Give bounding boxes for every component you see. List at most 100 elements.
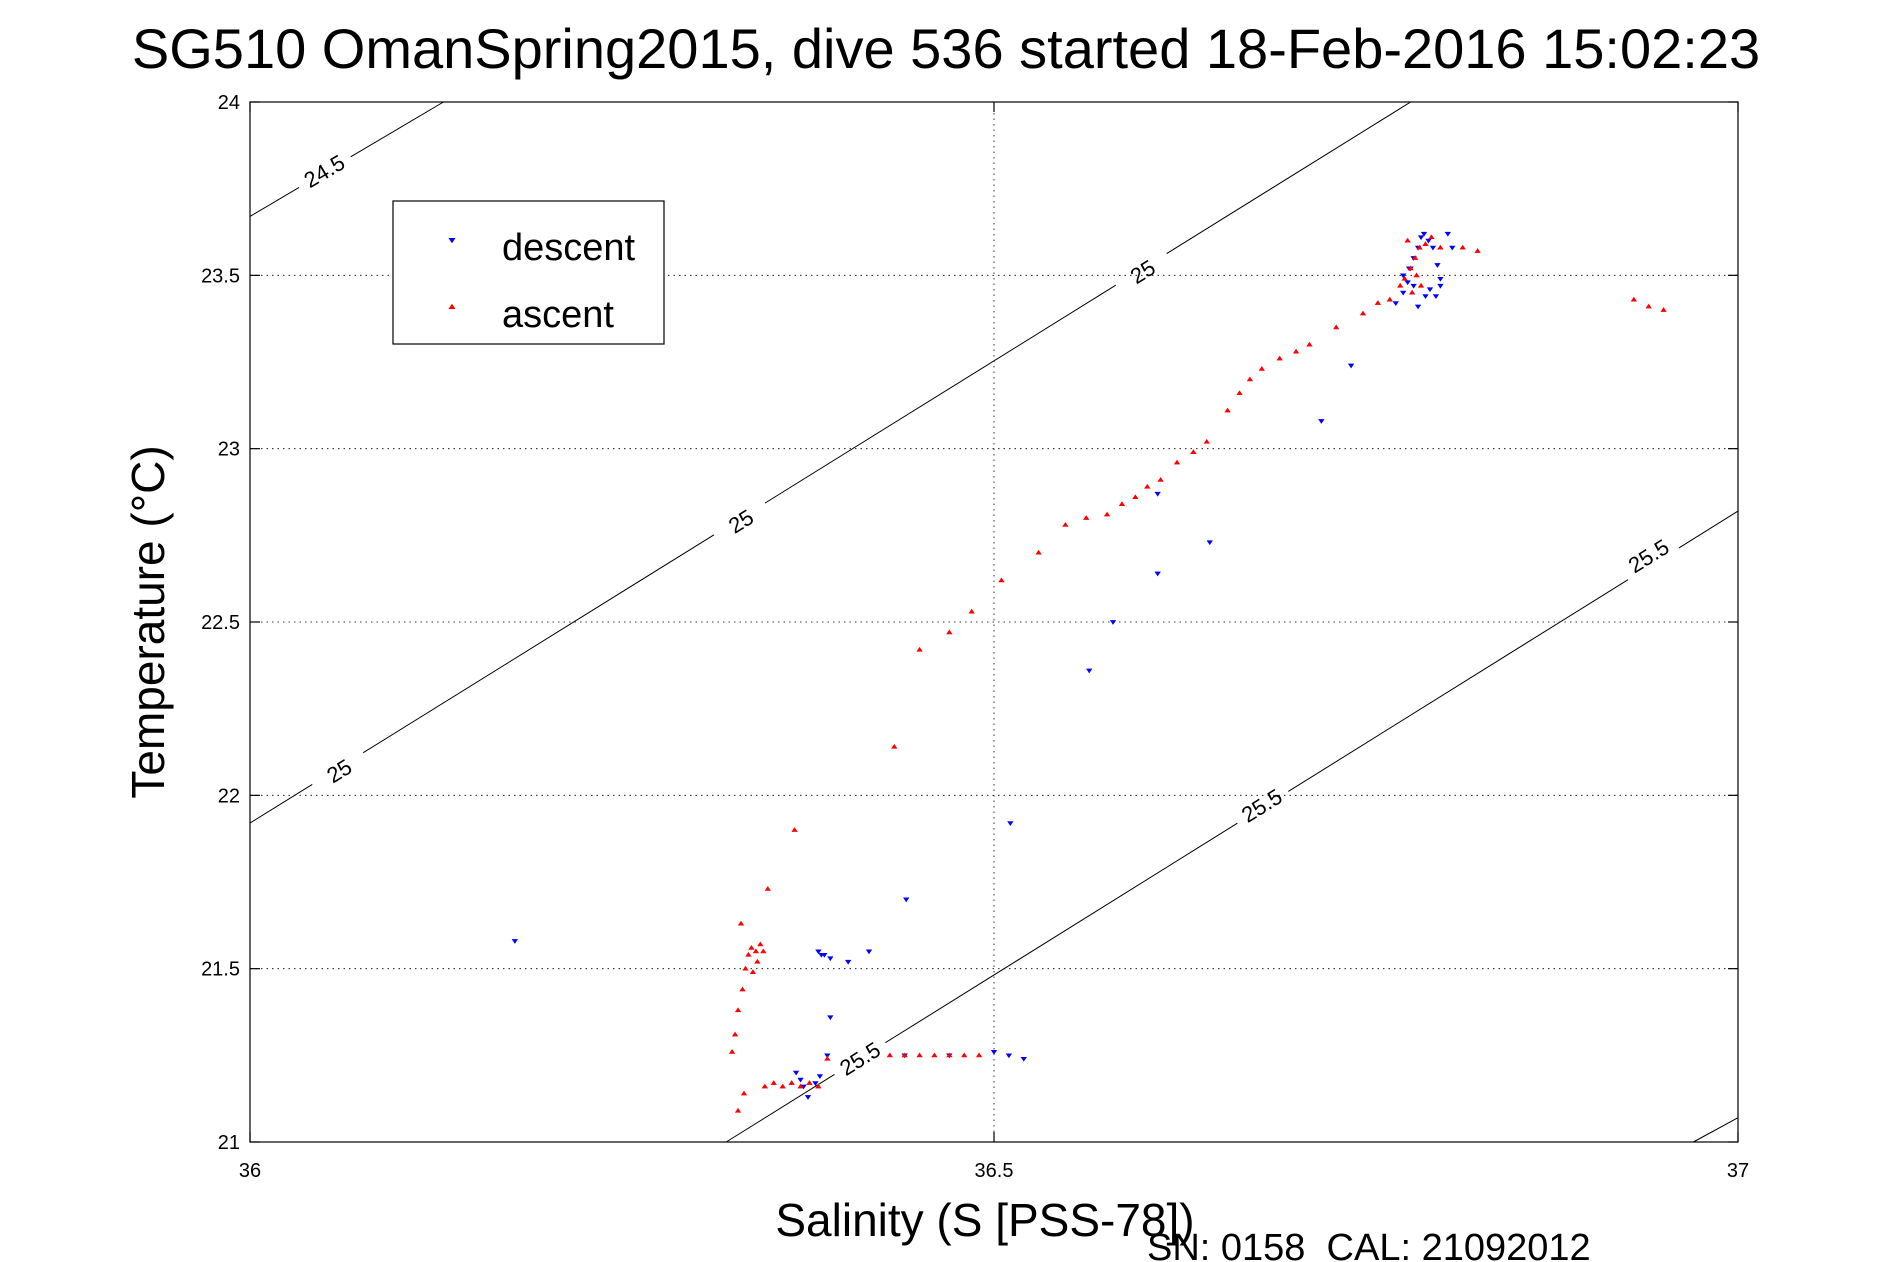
data-point-ascent	[961, 1052, 968, 1058]
data-point-descent	[1206, 540, 1213, 546]
data-point-ascent	[1437, 244, 1444, 250]
data-point-ascent	[806, 1080, 813, 1085]
contour-label: 25	[322, 754, 356, 788]
data-point-ascent	[891, 743, 898, 749]
data-point-descent	[1392, 301, 1399, 306]
data-point-ascent	[1459, 244, 1466, 250]
data-point-ascent	[742, 965, 749, 971]
data-point-ascent	[1428, 234, 1435, 240]
contour-label: 25	[724, 504, 758, 538]
data-point-descent	[827, 1015, 834, 1021]
data-point-ascent	[1630, 296, 1638, 302]
y-tick-label: 21.5	[201, 959, 240, 981]
density-contour-line	[362, 534, 715, 754]
data-point-descent	[1154, 491, 1161, 497]
contour-label: 25.5	[835, 1037, 885, 1081]
data-point-ascent	[1103, 511, 1111, 517]
data-point-descent	[1404, 280, 1411, 286]
data-point-ascent	[1035, 549, 1042, 555]
legend-marker-ascent	[448, 303, 456, 310]
data-point-ascent	[1246, 376, 1254, 382]
legend-label-ascent: ascent	[502, 294, 614, 336]
data-point-descent	[1007, 821, 1014, 826]
data-point-ascent	[734, 1107, 742, 1113]
data-point-descent	[1437, 276, 1444, 282]
data-point-ascent	[731, 1031, 739, 1037]
data-point-descent	[511, 939, 519, 944]
data-point-ascent	[1411, 255, 1419, 260]
density-contour-line	[1288, 579, 1629, 792]
chart-title: SG510 OmanSpring2015, dive 536 started 1…	[132, 17, 1760, 80]
data-point-ascent	[1118, 501, 1126, 506]
data-point-ascent	[1276, 355, 1283, 361]
density-contour-line	[725, 1074, 835, 1143]
data-point-ascent	[1416, 244, 1423, 250]
data-point-descent	[797, 1077, 804, 1083]
axis-ticks: 36 36.5 37 21 21.5 22 22.5 23 23.5 24	[201, 92, 1749, 1182]
data-point-ascent	[1224, 407, 1231, 413]
y-axis-label: Temperature (°C)	[122, 445, 174, 798]
legend: descent ascent	[392, 200, 665, 345]
density-contour-line	[249, 783, 313, 824]
data-point-ascent	[946, 1052, 953, 1058]
data-point-descent	[1444, 231, 1452, 237]
data-point-ascent	[761, 1083, 769, 1089]
data-point-ascent	[1645, 303, 1652, 309]
data-point-ascent	[734, 1007, 742, 1013]
data-point-ascent	[901, 1052, 908, 1058]
density-contour-line	[350, 101, 444, 158]
data-point-ascent	[1413, 272, 1420, 278]
data-point-ascent	[779, 1083, 786, 1089]
contour-label: 25	[1126, 255, 1160, 289]
x-tick-label: 36.5	[975, 1160, 1014, 1182]
data-point-ascent	[797, 1083, 804, 1089]
data-point-ascent	[791, 827, 798, 832]
data-point-descent	[1449, 245, 1456, 251]
data-point-descent	[804, 1095, 812, 1100]
data-point-ascent	[1359, 310, 1367, 316]
contour-label: 24.5	[300, 150, 350, 193]
data-point-ascent	[1190, 449, 1197, 454]
data-point-descent	[1400, 290, 1407, 296]
data-point-descent	[1422, 294, 1429, 300]
data-point-ascent	[946, 629, 953, 635]
data-point-ascent	[760, 948, 767, 954]
data-point-descent	[815, 949, 822, 955]
density-contour-line	[1166, 101, 1411, 254]
data-point-ascent	[764, 886, 771, 891]
y-tick-label: 22.5	[201, 612, 240, 634]
density-contour-line	[1678, 510, 1739, 549]
data-point-descent	[821, 952, 828, 958]
y-tick-label: 21	[218, 1132, 240, 1154]
data-point-ascent	[1203, 438, 1210, 444]
y-tick-label: 23.5	[201, 265, 240, 287]
legend-box	[392, 200, 665, 345]
data-point-ascent	[1306, 341, 1313, 347]
data-point-ascent	[824, 1055, 831, 1061]
data-point-ascent	[1408, 289, 1416, 295]
data-point-ascent	[1157, 476, 1164, 482]
data-point-ascent	[1422, 241, 1429, 246]
data-point-ascent	[916, 646, 923, 652]
data-point-descent	[1420, 231, 1428, 237]
y-tick-label: 23	[218, 439, 240, 461]
y-tick-label: 22	[218, 785, 240, 807]
density-contour-line	[885, 822, 1238, 1044]
data-point-descent	[990, 1050, 998, 1055]
data-point-ascent	[728, 1048, 736, 1054]
grid	[250, 102, 1738, 1142]
data-point-ascent	[916, 1052, 923, 1058]
data-point-descent	[1437, 283, 1444, 289]
data-point-ascent	[749, 969, 757, 974]
data-point-descent	[1426, 287, 1434, 293]
calibration-footer: SN: 0158 CAL: 21092012	[1147, 1227, 1591, 1262]
data-point-ascent	[931, 1052, 938, 1058]
data-point-descent	[1410, 283, 1417, 289]
data-point-descent	[792, 1070, 800, 1076]
data-point-descent	[824, 1053, 831, 1059]
data-point-ascent	[748, 944, 755, 950]
x-tick-label: 37	[1727, 1160, 1749, 1182]
data-point-ascent	[1386, 296, 1393, 302]
data-point-ascent	[1660, 307, 1667, 312]
